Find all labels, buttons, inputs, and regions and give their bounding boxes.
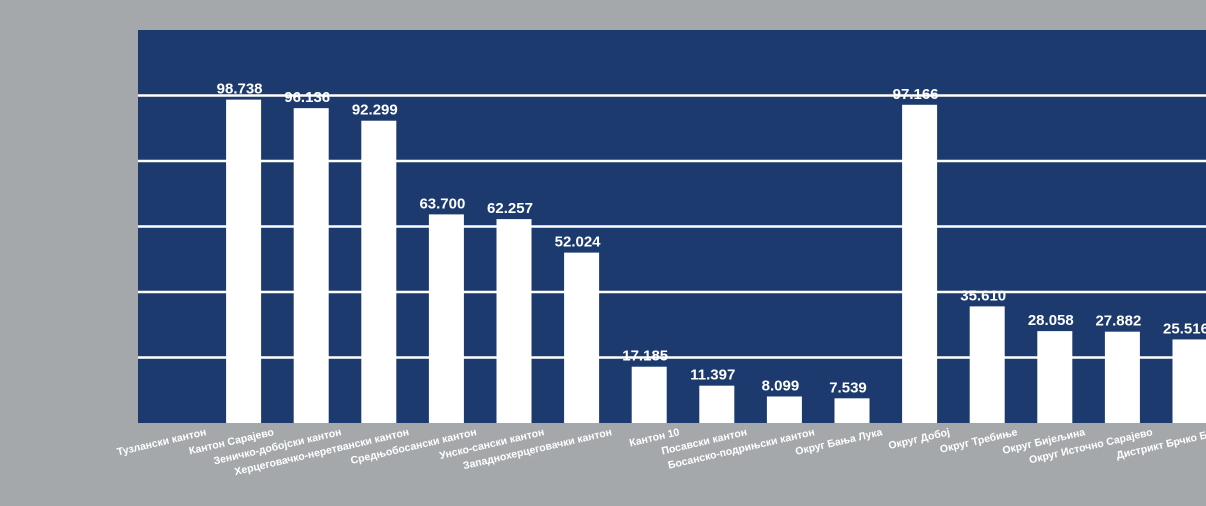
data-label: 98.738 (217, 81, 263, 98)
bar (767, 396, 802, 423)
bar (226, 100, 261, 423)
data-label: 96.136 (284, 89, 330, 106)
bar (835, 398, 870, 423)
data-label: 17.185 (622, 348, 668, 365)
data-label: 52.024 (555, 234, 602, 251)
data-label: 7.539 (829, 379, 867, 396)
bar (902, 105, 937, 423)
bar (699, 386, 734, 423)
data-label: 35.610 (960, 287, 1006, 304)
bar (1173, 339, 1206, 423)
data-label: 63.700 (419, 195, 465, 212)
bar (429, 214, 464, 423)
data-label: 27.882 (1095, 313, 1141, 330)
data-label: 92.299 (352, 102, 398, 119)
bar (564, 253, 599, 423)
bar (1037, 331, 1072, 423)
bar (1105, 332, 1140, 423)
data-label: 28.058 (1028, 312, 1074, 329)
bar (970, 306, 1005, 423)
data-label: 62.257 (487, 200, 533, 217)
data-label: 97.166 (893, 86, 939, 103)
bar (361, 121, 396, 423)
data-label: 25.516 (1163, 320, 1206, 337)
data-label: 11.397 (690, 367, 735, 384)
bar (632, 367, 667, 423)
bar (294, 108, 329, 423)
data-label: 8.099 (762, 377, 800, 394)
bar (497, 219, 532, 423)
